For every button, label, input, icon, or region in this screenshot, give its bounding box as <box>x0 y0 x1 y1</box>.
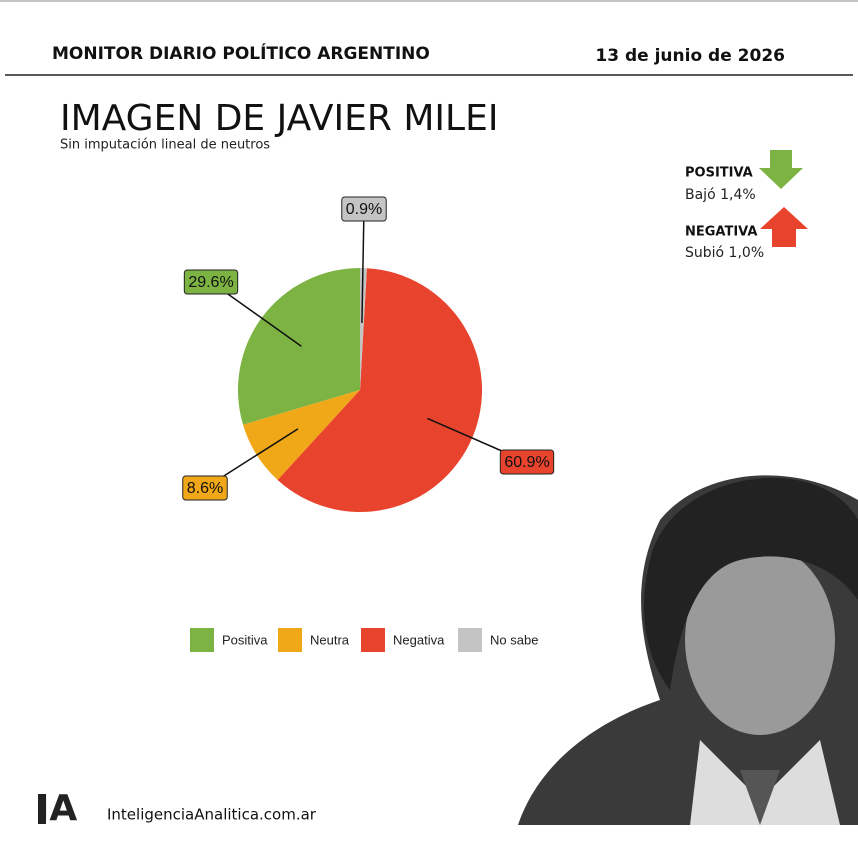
leader-line <box>361 208 365 323</box>
value-label: 60.9% <box>504 454 549 471</box>
indicator-change: Subió 1,0% <box>685 245 764 261</box>
chart-title: IMAGEN DE JAVIER MILEI <box>60 98 498 139</box>
value-label-box <box>183 269 239 295</box>
value-label-group: 8.6% <box>182 475 228 501</box>
value-label: 0.9% <box>346 201 382 218</box>
footer-website: InteligenciaAnalitica.com.ar <box>107 806 317 824</box>
portrait <box>518 475 858 825</box>
value-label-group: 60.9% <box>499 449 555 475</box>
legend-label: Positiva <box>222 632 268 647</box>
indicator-label: POSITIVA <box>685 166 753 181</box>
legend-swatch <box>278 628 302 652</box>
pie-slice <box>243 390 360 480</box>
value-label-box <box>499 449 555 475</box>
legend-swatch <box>190 628 214 652</box>
chart-subtitle: Sin imputación lineal de neutros <box>60 138 270 153</box>
value-label: 8.6% <box>187 480 223 497</box>
legend-label: No sabe <box>490 632 538 647</box>
legend-swatch <box>361 628 385 652</box>
header-title: MONITOR DIARIO POLÍTICO ARGENTINO <box>52 42 430 64</box>
legend-swatch <box>458 628 482 652</box>
indicator-change: Bajó 1,4% <box>685 187 756 203</box>
value-label-box <box>182 475 228 501</box>
value-label-group: 0.9% <box>341 196 387 222</box>
legend-label: Negativa <box>393 632 445 647</box>
footer-logo: IA <box>36 788 77 829</box>
value-label: 29.6% <box>188 274 233 291</box>
logo-mark <box>38 794 46 824</box>
legend-label: Neutra <box>310 632 350 647</box>
indicator-label: NEGATIVA <box>685 225 757 240</box>
down-arrow <box>759 150 803 189</box>
value-label-group: 29.6% <box>183 269 239 295</box>
value-label-box <box>341 196 387 222</box>
header-date: 13 de junio de 2026 <box>595 46 785 66</box>
pie-slice <box>238 268 360 425</box>
pie-slice <box>277 268 482 512</box>
up-arrow <box>760 207 808 247</box>
